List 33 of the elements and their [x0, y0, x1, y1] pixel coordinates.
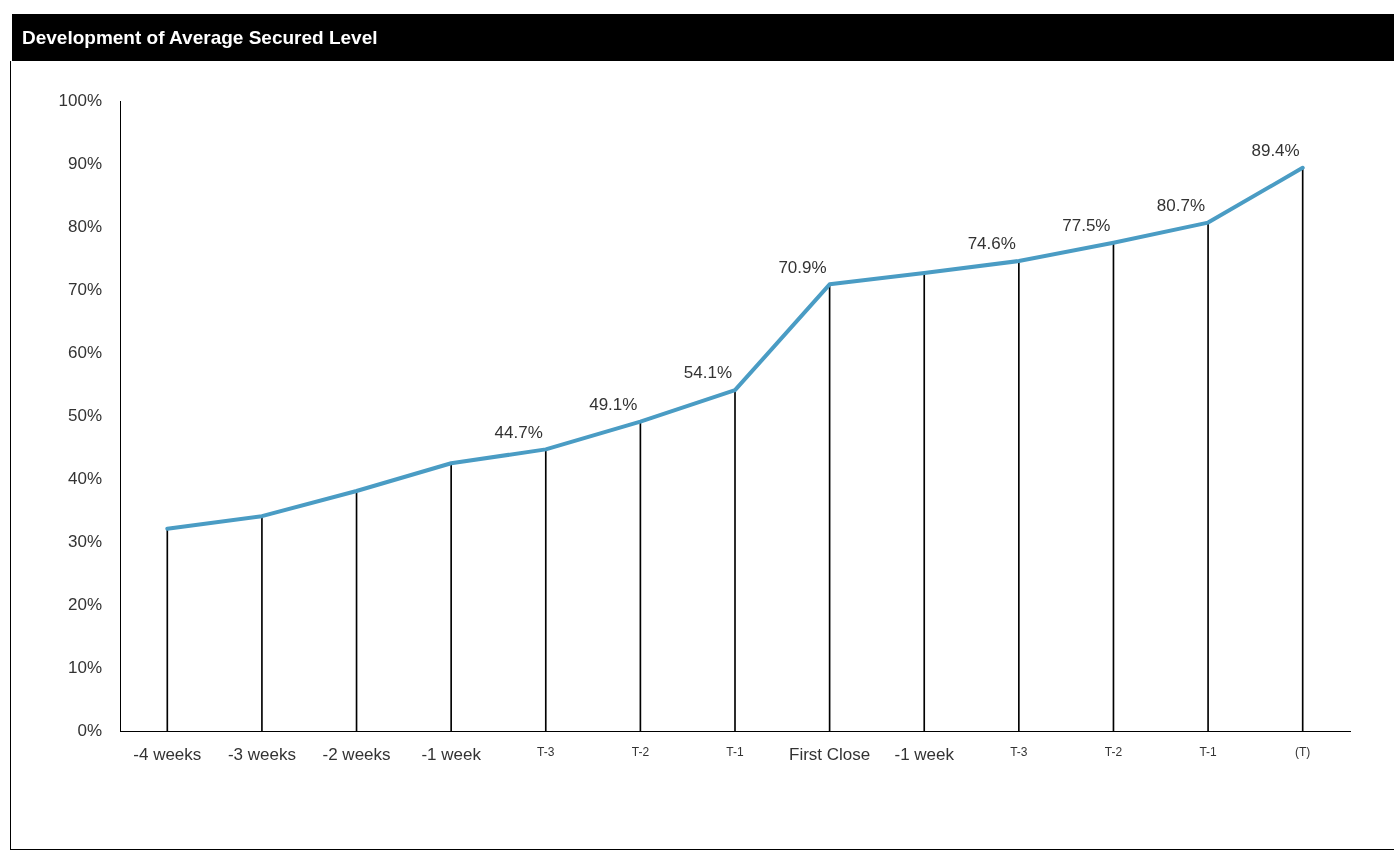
chart-title: Development of Average Secured Level — [12, 14, 1394, 61]
data-label: 89.4% — [1251, 140, 1300, 160]
x-tick-label: T-1 — [726, 744, 744, 759]
x-tick-label: (T) — [1295, 744, 1311, 759]
y-tick-label: 10% — [67, 657, 102, 677]
data-label: 49.1% — [589, 394, 638, 414]
x-tick-label: -4 weeks — [133, 744, 202, 764]
data-label: 44.7% — [494, 422, 543, 442]
x-tick-label: -1 week — [894, 744, 955, 764]
x-tick-label: T-1 — [1199, 744, 1218, 759]
x-tick-label: T-2 — [631, 744, 650, 759]
data-label: 74.6% — [967, 234, 1016, 254]
x-tick-label: First Close — [789, 744, 871, 764]
data-label: 77.5% — [1062, 215, 1111, 235]
y-tick-label: 30% — [67, 531, 102, 551]
x-tick-label: -1 week — [421, 744, 482, 764]
x-tick-label: T-3 — [1010, 744, 1028, 759]
x-tick-label: -2 weeks — [322, 744, 391, 764]
y-tick-label: 0% — [77, 720, 102, 740]
x-tick-label: T-2 — [1104, 744, 1123, 759]
y-tick-label: 70% — [67, 279, 102, 299]
y-tick-label: 20% — [67, 594, 102, 614]
x-tick-label: T-3 — [537, 744, 555, 759]
y-tick-label: 100% — [58, 90, 102, 110]
y-tick-label: 90% — [67, 153, 102, 173]
x-tick-label: -3 weeks — [227, 744, 296, 764]
y-tick-label: 80% — [67, 216, 102, 236]
y-tick-label: 60% — [67, 342, 102, 362]
data-label: 70.9% — [778, 257, 827, 277]
y-tick-label: 40% — [67, 468, 102, 488]
y-tick-label: 50% — [67, 405, 102, 425]
data-label: 80.7% — [1156, 195, 1206, 215]
data-label: 54.1% — [683, 363, 732, 383]
